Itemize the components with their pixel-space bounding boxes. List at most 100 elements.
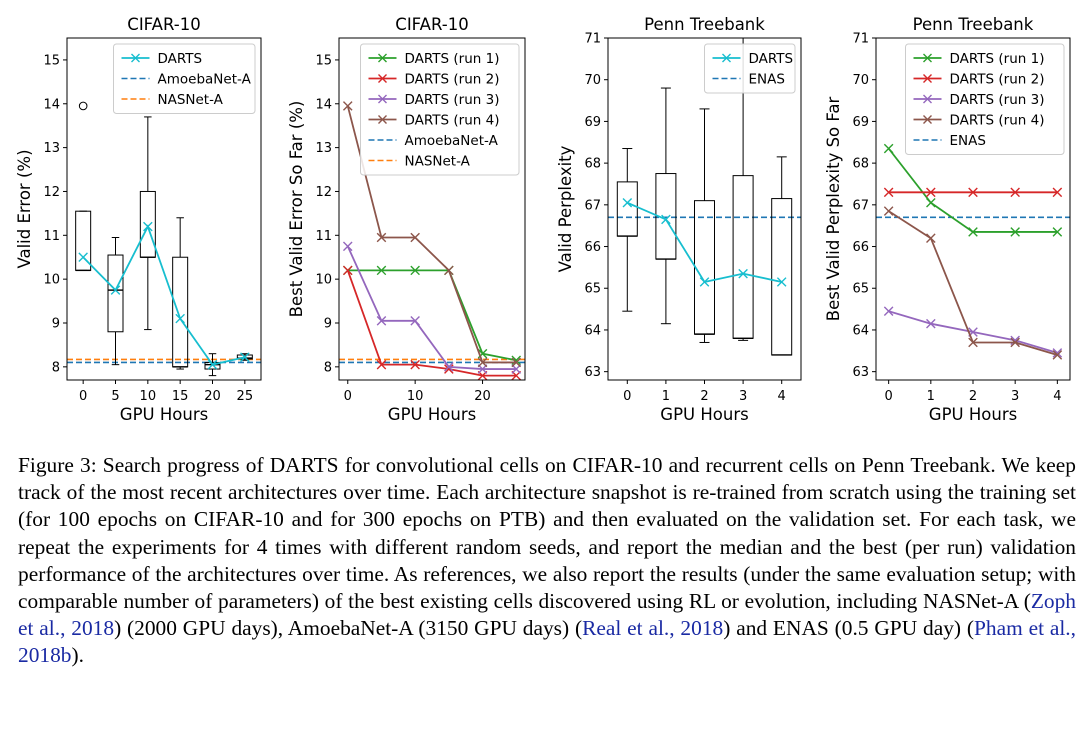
legend-swatch-marker [131, 53, 140, 63]
y-tick-label: 12 [315, 185, 332, 200]
legend-swatch-marker [378, 53, 387, 63]
x-tick-label: 3 [739, 389, 747, 404]
legend-swatch-marker [378, 74, 387, 83]
legend-box [360, 43, 520, 176]
series-point [776, 277, 787, 287]
legend-entry: DARTS (run 2) [368, 72, 499, 88]
series-point [175, 313, 185, 324]
y-tick-label: 68 [584, 157, 601, 172]
series-darts-run-1 [342, 265, 522, 366]
legend-label: AmoebaNet-A [405, 133, 499, 149]
y-tick-label: 64 [584, 323, 601, 338]
series-darts-run-3 [342, 241, 522, 374]
series-point [699, 277, 710, 287]
legend-entry: NASNet-A [121, 92, 224, 108]
legend-label: NASNet-A [158, 92, 224, 108]
series-line [887, 147, 1058, 233]
citation-pham-link[interactable]: Pham et al., 2018b [18, 616, 1076, 668]
series-point [1010, 227, 1020, 237]
series-point [410, 359, 420, 370]
x-tick-label: 20 [474, 389, 491, 404]
series-darts [622, 197, 787, 287]
series-point [968, 187, 978, 198]
citation-zoph-link[interactable]: Zoph et al., 2018 [18, 589, 1076, 641]
legend-swatch-marker [923, 74, 932, 83]
box-15 [172, 217, 189, 370]
series-point [342, 101, 353, 111]
box-0 [75, 101, 92, 272]
series-darts-run-3 [883, 306, 1063, 358]
legend-label: DARTS (run 3) [405, 92, 500, 108]
series-point [926, 187, 936, 198]
legend-entry: DARTS (run 1) [913, 51, 1044, 67]
series-point [883, 143, 894, 154]
legend-entry: DARTS (run 1) [368, 51, 500, 67]
x-tick-label: 15 [172, 389, 189, 404]
y-tick-label: 71 [584, 32, 601, 47]
y-tick-label: 69 [584, 115, 601, 130]
series-point [511, 357, 522, 368]
y-tick-label: 70 [852, 73, 869, 88]
legend-label: DARTS [158, 51, 203, 67]
legend-box [704, 43, 796, 94]
series-point [376, 359, 387, 370]
legend-box [905, 43, 1065, 155]
box-body [107, 254, 124, 333]
legend-entry: DARTS (run 4) [368, 113, 500, 129]
legend-entry: DARTS (run 3) [913, 92, 1045, 108]
series-point [1010, 337, 1020, 348]
y-tick-label: 70 [584, 73, 601, 88]
series-point [968, 227, 978, 237]
x-tick-label: 4 [1053, 389, 1061, 404]
citation-real-link[interactable]: Real et al., 2018 [582, 616, 724, 641]
legend: DARTS AmoebaNet-A NASNet-A [113, 43, 256, 114]
series-point [926, 233, 936, 243]
box-body [139, 190, 156, 258]
y-tick-label: 68 [852, 157, 869, 172]
box-0 [616, 148, 638, 312]
series-line [346, 105, 517, 364]
y-tick-label: 13 [43, 141, 60, 156]
series-point [240, 352, 250, 362]
x-axis-label: GPU Hours [388, 405, 476, 424]
series-point [110, 285, 121, 295]
y-tick-label: 63 [584, 365, 601, 380]
legend-label: NASNet-A [405, 154, 471, 170]
x-tick-label: 4 [778, 389, 786, 404]
caption-text-2: ) (2000 GPU days), AmoebaNet-A (3150 GPU… [114, 616, 583, 641]
box-body [771, 198, 793, 356]
legend-entry: AmoebaNet-A [121, 72, 252, 88]
series-point [883, 306, 894, 316]
series-line [82, 224, 246, 366]
x-tick-label: 0 [623, 389, 631, 404]
figure: 0 5 10 15 20 25 8 9 10 11 12 13 14 15 CIFAR-10 GPU Hour… [15, 15, 1071, 424]
legend-label: DARTS (run 1) [405, 51, 500, 67]
x-axis-label: GPU Hours [120, 405, 208, 424]
y-tick-label: 15 [43, 53, 60, 68]
series-point [1052, 227, 1063, 237]
x-tick-label: 0 [885, 389, 893, 404]
series-point [926, 318, 936, 329]
legend-label: DARTS [749, 51, 794, 67]
series-point [78, 252, 88, 263]
series-point [926, 197, 936, 208]
series-point [661, 214, 671, 225]
legend: DARTS (run 1) DARTS (run 2) DARTS (run 3) D… [905, 43, 1065, 155]
chart-panel-4: 0 1 2 3 4 63 64 65 66 67 68 69 70 71 Penn Treebank GPU … [824, 15, 1071, 424]
y-tick-label: 11 [315, 229, 332, 244]
legend-entry: ENAS [913, 133, 986, 149]
x-axis-label: GPU Hours [660, 405, 748, 424]
caption-text-3: ) and ENAS (0.5 GPU day) ( [723, 616, 974, 641]
y-tick-label: 65 [584, 282, 601, 297]
series-darts-run-2 [883, 187, 1063, 198]
x-tick-label: 3 [1011, 389, 1019, 404]
y-tick-label: 63 [852, 365, 869, 380]
series-point [376, 316, 387, 326]
series-point [207, 359, 218, 370]
legend-label: DARTS (run 4) [405, 113, 500, 129]
series-point [410, 316, 420, 326]
box-body [616, 181, 638, 237]
legend-label: DARTS (run 3) [950, 92, 1045, 108]
y-tick-label: 9 [52, 317, 60, 332]
box-body [204, 361, 221, 370]
